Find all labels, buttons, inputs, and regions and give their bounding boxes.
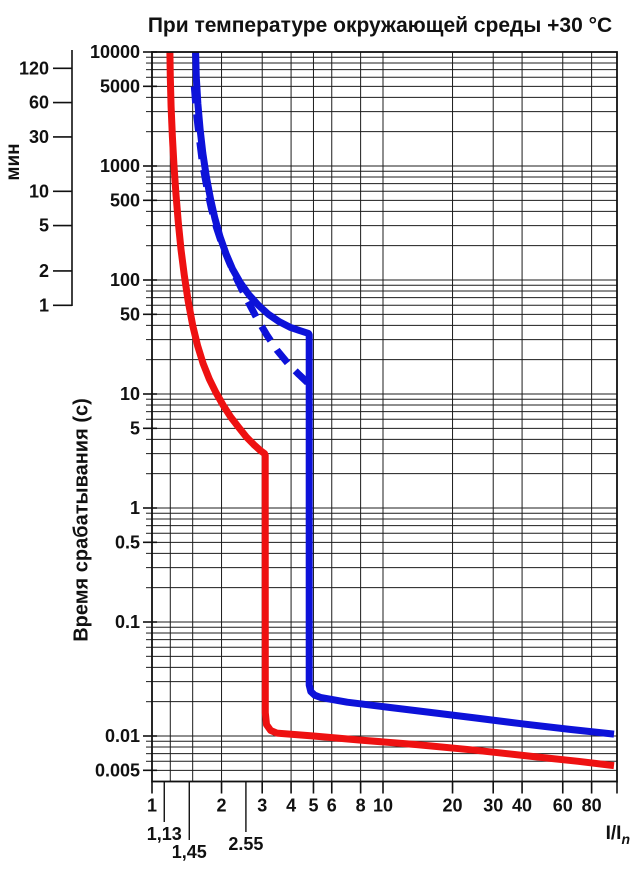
x-tick-label: 2 xyxy=(217,796,227,816)
curve-lower-trip-limit-red xyxy=(166,51,615,770)
x-axis-title-main: I/I xyxy=(605,823,622,844)
x-tick-label: 10 xyxy=(373,796,393,816)
x-tick-label: 4 xyxy=(286,796,296,816)
y-tick-label: 50 xyxy=(120,304,140,324)
y-tick-label: 0.5 xyxy=(115,532,140,552)
x-axis-title: I/In xyxy=(558,823,630,847)
chart-title: При температуре окружающей среды +30 °C xyxy=(147,14,613,37)
curve-upper-trip-limit-blue xyxy=(192,51,615,738)
y-tick-label: 0.1 xyxy=(115,612,140,632)
x-tick-label: 60 xyxy=(553,796,573,816)
minutes-tick-label: 2 xyxy=(39,261,49,281)
x-threshold-label: 2.55 xyxy=(228,834,263,854)
y-tick-label: 500 xyxy=(110,190,140,210)
x-tick-label: 20 xyxy=(443,796,463,816)
x-tick-label: 6 xyxy=(327,796,337,816)
plot-frame xyxy=(151,51,618,783)
x-axis-title-sub: n xyxy=(621,830,630,847)
minutes-axis-title: мин xyxy=(3,143,24,181)
x-tick-label: 40 xyxy=(512,796,532,816)
minutes-tick-label: 10 xyxy=(29,181,49,201)
x-tick-label: 80 xyxy=(582,796,602,816)
y-tick-label: 10 xyxy=(120,384,140,404)
y-tick-label: 1000 xyxy=(100,156,140,176)
minutes-tick-label: 1 xyxy=(39,295,49,315)
x-tick-label: 30 xyxy=(483,796,503,816)
y-tick-label: 5000 xyxy=(100,76,140,96)
minutes-tick-label: 120 xyxy=(19,58,49,78)
x-tick-label: 1 xyxy=(147,796,157,816)
minutes-tick-label: 60 xyxy=(29,93,49,113)
y-tick-label: 0.01 xyxy=(105,726,140,746)
x-threshold-label: 1,45 xyxy=(172,842,207,862)
x-tick-label: 3 xyxy=(257,796,267,816)
x-tick-label: 5 xyxy=(308,796,318,816)
y-tick-label: 100 xyxy=(110,270,140,290)
x-tick-label: 8 xyxy=(356,796,366,816)
y-tick-label: 0.005 xyxy=(95,760,140,780)
y-tick-label: 1 xyxy=(130,498,140,518)
y-axis-title: Время срабатывания (с) xyxy=(70,398,93,642)
x-threshold-label: 1,13 xyxy=(147,824,182,844)
y-tick-label: 5 xyxy=(130,418,140,438)
y-tick-label: 10000 xyxy=(90,42,140,62)
minutes-tick-label: 30 xyxy=(29,127,49,147)
minutes-tick-label: 5 xyxy=(39,216,49,236)
